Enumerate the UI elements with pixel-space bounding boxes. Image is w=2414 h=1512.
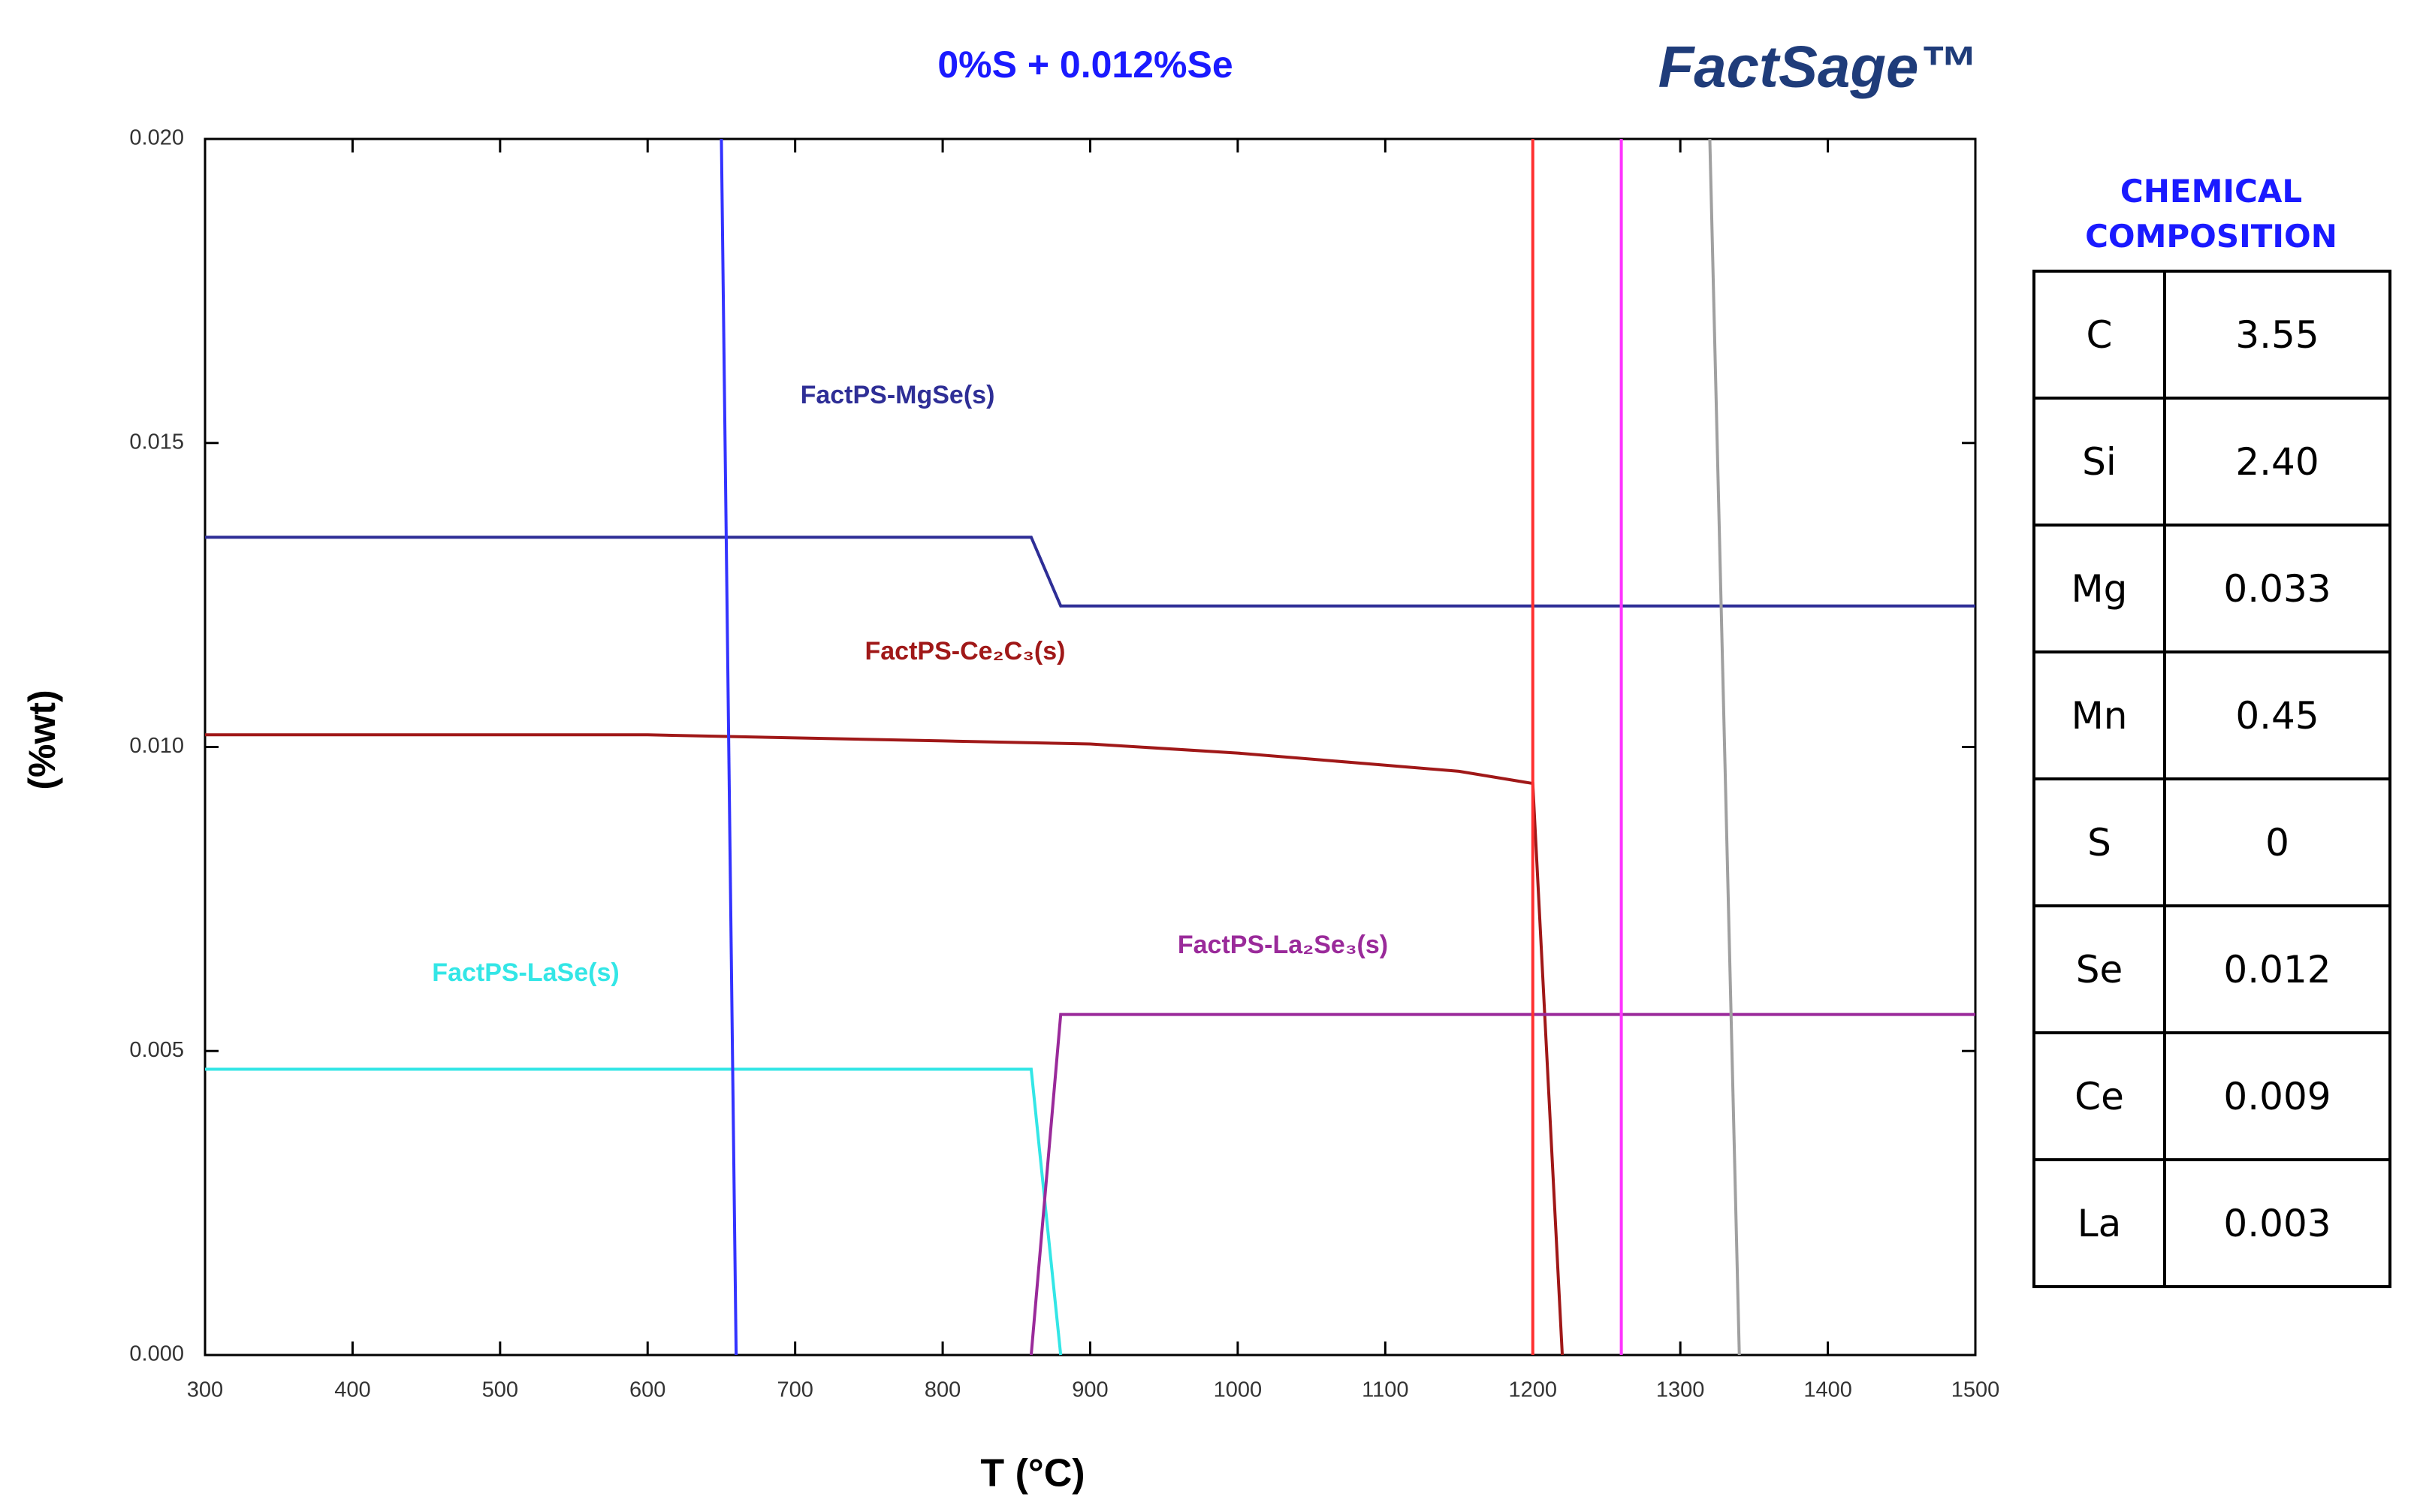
composition-row: Mn 0.45 [2032, 650, 2391, 780]
chart-title: 0%S + 0.012%Se [937, 44, 1233, 86]
composition-value: 2.40 [2163, 397, 2391, 527]
composition-element: Ce [2032, 1031, 2166, 1161]
x-tick-label: 500 [482, 1378, 518, 1402]
x-tick-label: 1000 [1214, 1378, 1263, 1402]
series-label: FactPS-LaSe(s) [432, 958, 619, 987]
composition-row: Mg 0.033 [2032, 524, 2391, 653]
composition-element: C [2032, 270, 2166, 400]
x-tick-label: 600 [629, 1378, 665, 1402]
composition-element: Se [2032, 904, 2166, 1034]
composition-value: 0.012 [2163, 904, 2391, 1034]
y-tick-label: 0.010 [129, 734, 184, 758]
x-tick-label: 1500 [1951, 1378, 2000, 1402]
composition-value: 0.009 [2163, 1031, 2391, 1161]
composition-row: Si 2.40 [2032, 397, 2391, 527]
y-axis-label: (%wt) [21, 690, 63, 789]
x-tick-label: 300 [187, 1378, 223, 1402]
series-label: FactPS-La₂Se₃(s) [1178, 931, 1388, 959]
x-tick-label: 800 [925, 1378, 961, 1402]
composition-table: C 3.55 Si 2.40 Mg 0.033 Mn 0.45 S 0 Se 0.012 Ce 0.009… [2032, 270, 2391, 1288]
x-tick-label: 1100 [1362, 1378, 1408, 1402]
composition-element: La [2032, 1158, 2166, 1288]
x-tick-label: 1200 [1508, 1378, 1557, 1402]
series-label: FactPS-MgSe(s) [801, 381, 995, 409]
logo: FactSage™ [1658, 34, 1978, 100]
composition-row: Ce 0.009 [2032, 1031, 2391, 1161]
composition-element: Mn [2032, 650, 2166, 780]
composition-title: CHEMICAL COMPOSITION [2085, 173, 2337, 255]
x-tick-label: 700 [777, 1378, 813, 1402]
y-tick-label: 0.005 [129, 1038, 184, 1062]
composition-value: 0 [2163, 777, 2391, 907]
composition-row: C 3.55 [2032, 270, 2391, 400]
series-line [205, 1067, 1063, 1356]
composition-value: 0.033 [2163, 524, 2391, 653]
composition-element: S [2032, 777, 2166, 907]
composition-value: 3.55 [2163, 270, 2391, 400]
y-tick-label: 0.015 [129, 430, 184, 454]
series-line [205, 536, 1975, 608]
series-line [720, 138, 738, 1356]
series-line [1708, 138, 1741, 1356]
y-tick-label: 0.000 [129, 1342, 184, 1366]
x-axis-label: T (°C) [980, 1452, 1085, 1495]
x-tick-label: 1400 [1803, 1378, 1852, 1402]
plot-frame [204, 137, 1977, 1357]
y-tick-label: 0.020 [129, 126, 184, 150]
composition-value: 0.45 [2163, 650, 2391, 780]
series-label: FactPS-Ce₂C₃(s) [865, 637, 1066, 665]
series-line [1029, 1013, 1975, 1356]
x-tick-label: 400 [334, 1378, 370, 1402]
composition-row: La 0.003 [2032, 1158, 2391, 1288]
composition-element: Si [2032, 397, 2166, 527]
composition-element: Mg [2032, 524, 2166, 653]
composition-row: Se 0.012 [2032, 904, 2391, 1034]
series-line [205, 733, 1565, 1356]
x-tick-label: 900 [1072, 1378, 1108, 1402]
x-tick-label: 1300 [1656, 1378, 1705, 1402]
composition-value: 0.003 [2163, 1158, 2391, 1288]
